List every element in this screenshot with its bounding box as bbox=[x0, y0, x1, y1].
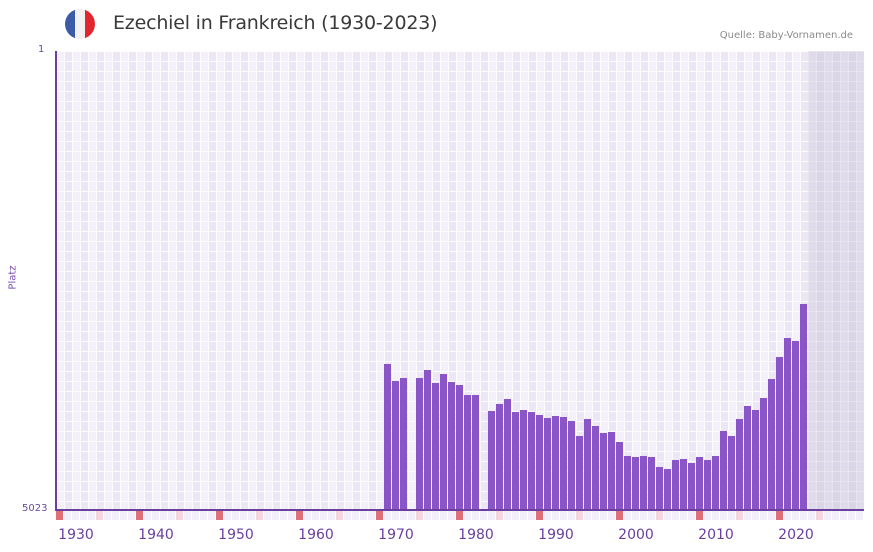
bar-2012 bbox=[720, 430, 727, 510]
decade-marker bbox=[216, 511, 223, 520]
bar-1979 bbox=[456, 384, 463, 510]
x-tick-2020: 2020 bbox=[778, 527, 814, 543]
source-credit: Quelle: Baby-Vornamen.de bbox=[719, 30, 853, 41]
y-tick-bottom: 5023 bbox=[22, 503, 48, 514]
bar-2017 bbox=[760, 397, 767, 510]
bar-1983 bbox=[488, 411, 495, 510]
bar-2020 bbox=[784, 338, 791, 510]
y-axis-label: Platz bbox=[7, 265, 19, 290]
bar-1991 bbox=[552, 415, 559, 510]
bar-2022 bbox=[800, 304, 807, 510]
plot-area bbox=[56, 51, 864, 510]
bar-1989 bbox=[536, 414, 543, 510]
bar-2000 bbox=[624, 455, 631, 510]
x-tick-1950: 1950 bbox=[218, 527, 254, 543]
bar-2010 bbox=[704, 460, 711, 510]
half-decade-marker bbox=[496, 511, 503, 520]
bar-2008 bbox=[688, 462, 695, 510]
decade-marker bbox=[776, 511, 783, 520]
bar-2009 bbox=[696, 457, 703, 510]
france-flag-icon bbox=[65, 9, 95, 39]
half-decade-marker bbox=[176, 511, 183, 520]
bar-2007 bbox=[680, 459, 687, 510]
bar-1999 bbox=[616, 442, 623, 510]
bar-2016 bbox=[752, 410, 759, 510]
bar-1992 bbox=[560, 416, 567, 510]
decade-marker bbox=[536, 511, 543, 520]
decade-marker bbox=[456, 511, 463, 520]
bar-1972 bbox=[400, 377, 407, 510]
decade-marker bbox=[696, 511, 703, 520]
half-decade-marker bbox=[736, 511, 743, 520]
x-tick-2000: 2000 bbox=[618, 527, 654, 543]
bar-1981 bbox=[472, 394, 479, 510]
bar-1977 bbox=[440, 373, 447, 510]
bar-1988 bbox=[528, 412, 535, 510]
half-decade-marker bbox=[336, 511, 343, 520]
half-decade-marker bbox=[576, 511, 583, 520]
decade-marker bbox=[136, 511, 143, 520]
bar-1971 bbox=[392, 380, 399, 510]
half-decade-marker bbox=[816, 511, 823, 520]
bar-2004 bbox=[656, 466, 663, 510]
x-axis-line bbox=[55, 509, 864, 511]
flag-stripe-red bbox=[85, 9, 95, 39]
bar-1985 bbox=[504, 398, 511, 510]
x-tick-1940: 1940 bbox=[138, 527, 174, 543]
decade-marker bbox=[616, 511, 623, 520]
bar-1980 bbox=[464, 394, 471, 510]
flag-stripe-blue bbox=[65, 9, 75, 39]
bar-1984 bbox=[496, 403, 503, 510]
bar-1978 bbox=[448, 381, 455, 510]
bar-2013 bbox=[728, 435, 735, 510]
half-decade-marker bbox=[656, 511, 663, 520]
bar-2002 bbox=[640, 455, 647, 510]
bar-1994 bbox=[576, 435, 583, 510]
bar-1974 bbox=[416, 377, 423, 510]
bar-2015 bbox=[744, 406, 751, 510]
x-tick-1970: 1970 bbox=[378, 527, 414, 543]
chart-title: Ezechiel in Frankreich (1930-2023) bbox=[113, 12, 438, 34]
x-tick-1990: 1990 bbox=[538, 527, 574, 543]
decade-marker bbox=[376, 511, 383, 520]
bar-1995 bbox=[584, 418, 591, 510]
bar-2005 bbox=[664, 468, 671, 510]
bar-1987 bbox=[520, 410, 527, 510]
bar-1975 bbox=[424, 369, 431, 510]
decade-marker-strip bbox=[56, 511, 864, 520]
bar-2021 bbox=[792, 341, 799, 510]
decade-marker bbox=[56, 511, 63, 520]
bar-1993 bbox=[568, 420, 575, 510]
x-tick-1980: 1980 bbox=[458, 527, 494, 543]
bar-2001 bbox=[632, 457, 639, 510]
bar-1997 bbox=[600, 432, 607, 510]
y-tick-top: 1 bbox=[38, 44, 45, 55]
half-decade-marker bbox=[96, 511, 103, 520]
bar-2014 bbox=[736, 418, 743, 510]
bar-2019 bbox=[776, 357, 783, 510]
flag-stripe-white bbox=[75, 9, 85, 39]
y-axis-line bbox=[55, 51, 57, 511]
bar-1970 bbox=[384, 363, 391, 510]
bar-1996 bbox=[592, 426, 599, 510]
bar-2003 bbox=[648, 457, 655, 510]
bar-2006 bbox=[672, 460, 679, 510]
bar-1998 bbox=[608, 431, 615, 510]
bar-1976 bbox=[432, 382, 439, 510]
half-decade-marker bbox=[256, 511, 263, 520]
bar-2018 bbox=[768, 378, 775, 510]
future-shaded-region bbox=[808, 51, 864, 510]
half-decade-marker bbox=[416, 511, 423, 520]
bar-1986 bbox=[512, 412, 519, 510]
x-tick-2010: 2010 bbox=[698, 527, 734, 543]
bar-2011 bbox=[712, 455, 719, 510]
bar-1990 bbox=[544, 417, 551, 510]
x-tick-1930: 1930 bbox=[58, 527, 94, 543]
decade-marker bbox=[296, 511, 303, 520]
x-tick-1960: 1960 bbox=[298, 527, 334, 543]
